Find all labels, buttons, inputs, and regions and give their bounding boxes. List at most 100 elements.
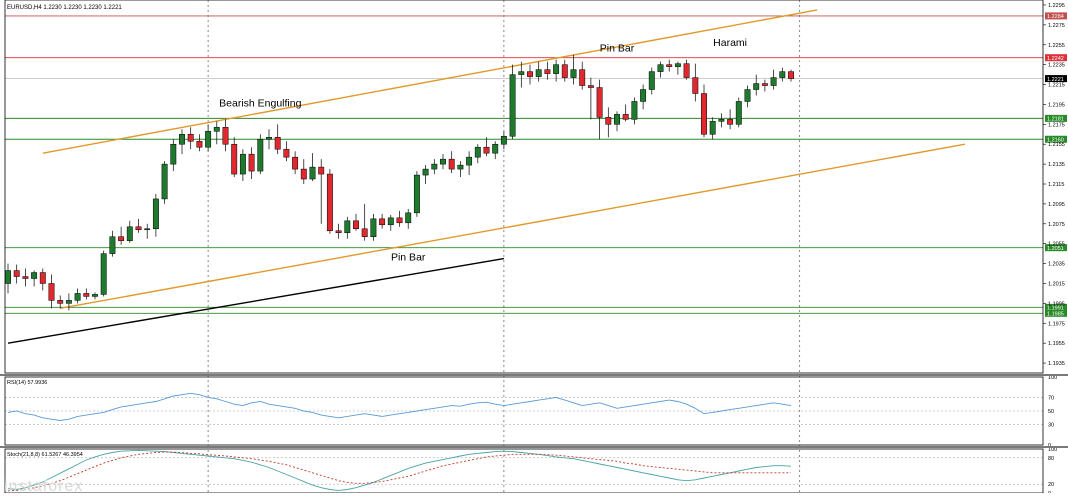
trendline <box>7 257 505 344</box>
candle-body <box>5 270 11 284</box>
price-tag-label: 1.2160 <box>1047 137 1064 143</box>
candle-body <box>109 236 116 254</box>
candle <box>666 59 673 72</box>
candle <box>492 141 499 160</box>
current-price-label: 1.2221 <box>1047 77 1064 83</box>
candle <box>509 64 516 140</box>
rsi-level-label: 50 <box>1048 409 1054 415</box>
candle-body <box>579 69 586 86</box>
candle <box>205 124 212 152</box>
candle <box>170 139 177 172</box>
candle-body <box>666 64 673 67</box>
y-tick-label: 1.2015 <box>1048 281 1065 287</box>
candle <box>300 159 307 185</box>
rsi-panel-frame <box>4 376 1044 446</box>
candle-body <box>222 127 229 145</box>
candle-body <box>466 156 473 166</box>
candle-body <box>483 146 490 154</box>
candle-body <box>544 69 551 74</box>
candle <box>431 159 438 175</box>
candle-body <box>570 69 577 78</box>
candle <box>544 61 551 80</box>
candle <box>222 119 229 152</box>
candle-body <box>353 220 359 230</box>
candle <box>605 107 612 138</box>
candle <box>718 113 725 128</box>
candle <box>674 61 681 75</box>
price-tag-label: 1.1991 <box>1047 306 1064 312</box>
candle-body <box>631 101 638 120</box>
candle-body <box>266 137 272 140</box>
candle <box>353 213 359 231</box>
candle <box>187 127 194 150</box>
candle-body <box>492 143 499 154</box>
y-tick-label: 1.2055 <box>1048 242 1065 248</box>
candle <box>257 134 264 175</box>
candle <box>579 61 586 90</box>
y-tick-label: 1.2135 <box>1048 162 1065 168</box>
y-tick-label: 1.2155 <box>1048 142 1065 148</box>
pattern-annotation: Harami <box>713 37 747 49</box>
candle <box>587 77 594 120</box>
candle <box>474 144 481 164</box>
candle-body <box>535 69 542 77</box>
candle <box>727 109 734 130</box>
candle-body <box>622 114 629 120</box>
rsi-line <box>7 392 792 421</box>
candle-body <box>326 173 333 232</box>
candle <box>179 129 185 155</box>
candle <box>144 223 151 239</box>
candle <box>735 97 742 128</box>
candle <box>292 151 299 175</box>
candle-body <box>361 228 368 237</box>
candle-body <box>587 85 594 88</box>
candle-body <box>213 127 220 132</box>
candle <box>457 161 464 178</box>
candle <box>239 149 246 182</box>
candle-body <box>379 218 386 226</box>
y-tick-label: 1.1935 <box>1048 361 1065 367</box>
candle <box>535 61 542 82</box>
candle <box>39 268 46 291</box>
candle <box>440 154 446 170</box>
price-tag-label: 1.1985 <box>1047 312 1064 318</box>
candle <box>152 193 159 237</box>
chart-header: EURUSD,H4 1.2230 1.2230 1.2230 1.2221 <box>7 5 122 11</box>
rsi-level-label: 100 <box>1048 375 1057 381</box>
candle <box>326 169 333 234</box>
stoch-label: Stoch(21,8,8) 61.5267 46.3954 <box>7 452 83 458</box>
candle-body <box>65 300 72 304</box>
candle <box>22 268 29 287</box>
candle-body <box>318 166 325 175</box>
candle <box>553 59 560 82</box>
candle-body <box>387 217 394 226</box>
candle-body <box>179 134 185 145</box>
candle <box>283 141 290 162</box>
stoch-level-label: 100 <box>1048 447 1057 453</box>
candle-body <box>474 146 481 158</box>
y-tick-label: 1.2075 <box>1048 222 1065 228</box>
candle <box>622 104 629 122</box>
trendline <box>60 143 966 310</box>
candle-body <box>770 77 777 86</box>
candle <box>65 293 72 311</box>
candle <box>126 220 133 243</box>
y-tick-label: 1.2035 <box>1048 262 1065 268</box>
price-tag-label: 1.2242 <box>1047 56 1064 62</box>
candle-body <box>74 293 81 301</box>
candle-body <box>292 156 299 170</box>
candle <box>561 59 568 82</box>
candle <box>74 288 81 304</box>
candle-body <box>448 158 455 170</box>
candle-body <box>239 153 246 175</box>
candle-body <box>709 121 716 135</box>
candle <box>527 64 533 85</box>
stoch-line <box>7 451 791 492</box>
y-tick-label: 1.2275 <box>1048 23 1065 29</box>
candle-body <box>735 101 742 125</box>
candle <box>248 147 255 180</box>
candle <box>413 171 420 217</box>
candle <box>83 288 90 300</box>
y-tick-label: 1.2175 <box>1048 122 1065 128</box>
